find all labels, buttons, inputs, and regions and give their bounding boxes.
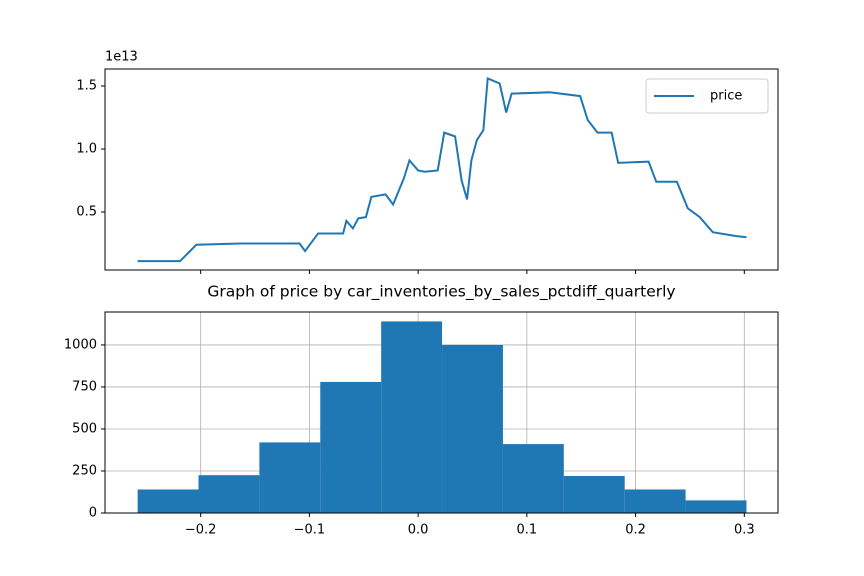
x-tick-label: −0.1 [294,523,326,538]
y-offset-label: 1e13 [105,50,138,65]
histogram-bar [198,475,260,513]
y-tick-label: 250 [72,463,97,478]
histogram-bar [685,500,747,513]
line-series [137,76,747,263]
histogram-bar [624,489,686,513]
histogram-bar [563,476,625,513]
y-tick-label: 1.5 [76,79,97,94]
y-tick-label: 750 [72,379,97,394]
x-tick-label: 0.3 [734,523,755,538]
chart-title: Graph of price by car_inventories_by_sal… [207,283,675,302]
x-tick-label: 0.0 [408,523,429,538]
legend-box [645,78,769,114]
legend-label: price [710,89,742,104]
x-tick-label: 0.1 [517,523,538,538]
axes-frame [104,68,779,271]
x-tick-label: −0.2 [185,523,217,538]
histogram-bar [137,489,199,513]
histogram-bar [381,321,443,513]
y-tick-label: 1.0 [76,142,97,157]
y-tick-label: 0 [89,506,97,521]
axes-frame [104,311,779,514]
histogram-bar [259,442,321,513]
histogram-bar [320,381,382,513]
x-tick-label: 0.2 [625,523,646,538]
y-tick-label: 0.5 [76,205,97,220]
y-tick-label: 1000 [64,337,97,352]
histogram-bar [442,344,503,513]
legend: price [645,78,769,114]
y-tick-label: 500 [72,421,97,436]
histogram-bar [502,444,564,513]
